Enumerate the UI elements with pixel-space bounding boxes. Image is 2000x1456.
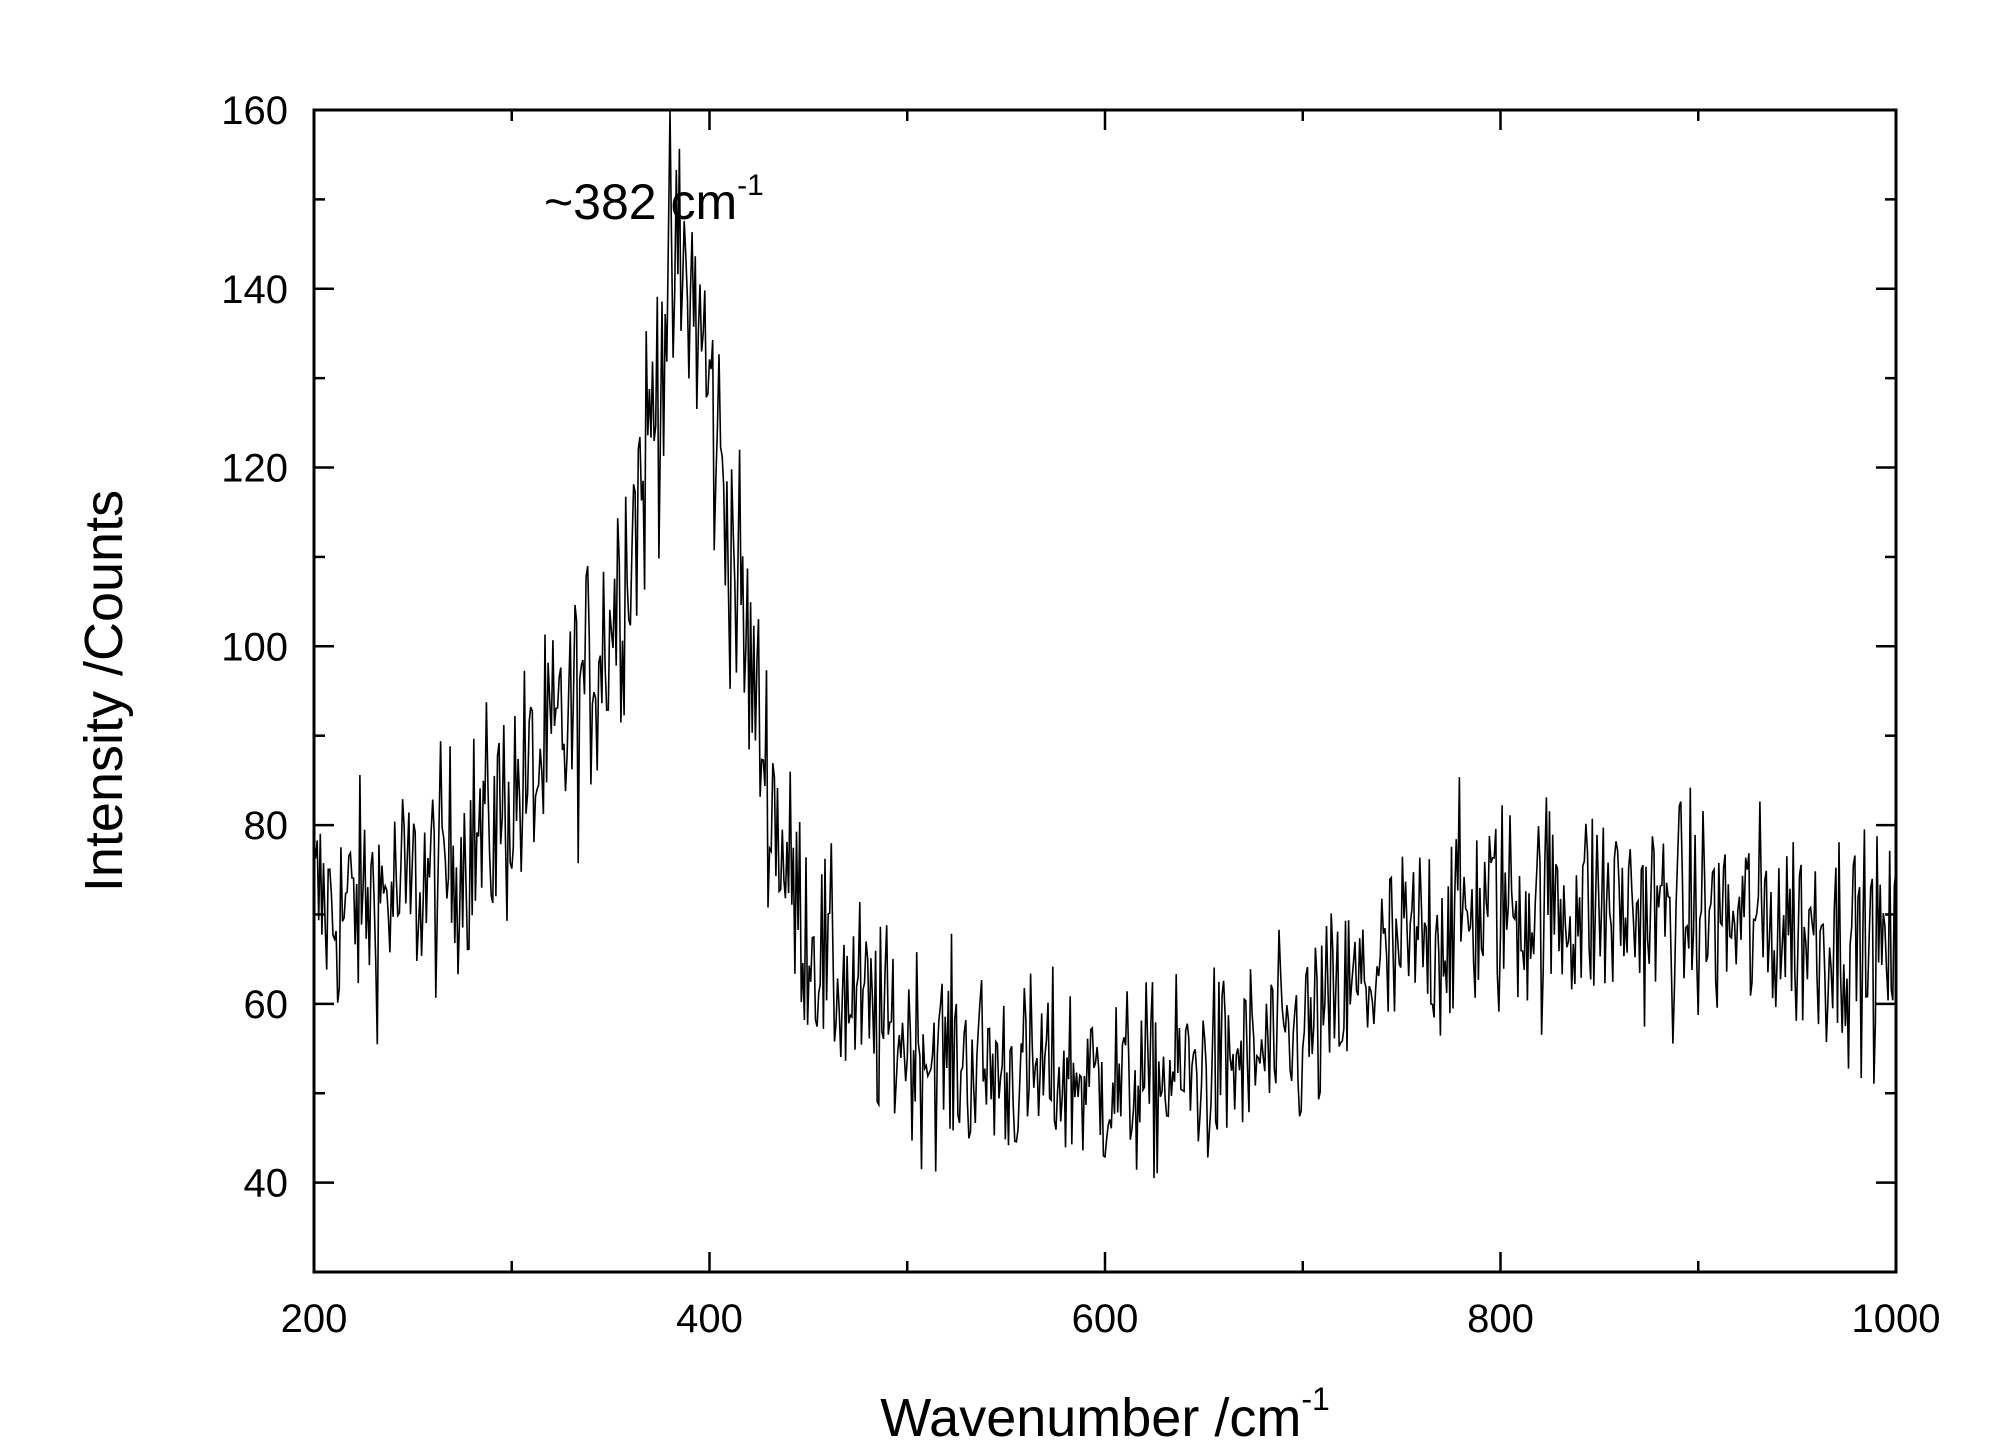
y-tick-label: 120 xyxy=(221,447,288,491)
x-tick-label: 600 xyxy=(1072,1297,1139,1341)
x-tick-label: 200 xyxy=(281,1297,348,1341)
y-tick-label: 40 xyxy=(244,1162,289,1206)
y-axis-ticks: 40 60 80 100 120 140 160 xyxy=(221,89,1896,1274)
y-tick-label: 160 xyxy=(221,89,288,133)
y-axis-title: Intensity /Counts xyxy=(74,490,134,892)
x-tick-label: 800 xyxy=(1467,1297,1534,1341)
peak-annotation-superscript: -1 xyxy=(737,169,764,202)
x-axis-ticks: 200 400 600 800 1000 xyxy=(281,110,1941,1341)
x-axis-title: Wavenumber /cm-1 xyxy=(880,1381,1330,1448)
y-tick-label: 100 xyxy=(221,625,288,669)
peak-annotation: ~382 cm-1 xyxy=(544,169,764,230)
spectrum-line xyxy=(313,109,1897,1179)
peak-annotation-text: ~382 cm xyxy=(544,174,737,230)
plot-frame xyxy=(312,108,1898,1274)
y-tick-label: 140 xyxy=(221,268,288,312)
x-axis-title-text: Wavenumber /cm xyxy=(880,1388,1301,1448)
y-tick-label: 60 xyxy=(244,983,289,1027)
y-tick-label: 80 xyxy=(244,804,289,848)
x-tick-label: 400 xyxy=(676,1297,743,1341)
x-tick-label: 1000 xyxy=(1852,1297,1941,1341)
x-axis-title-superscript: -1 xyxy=(1301,1381,1329,1417)
